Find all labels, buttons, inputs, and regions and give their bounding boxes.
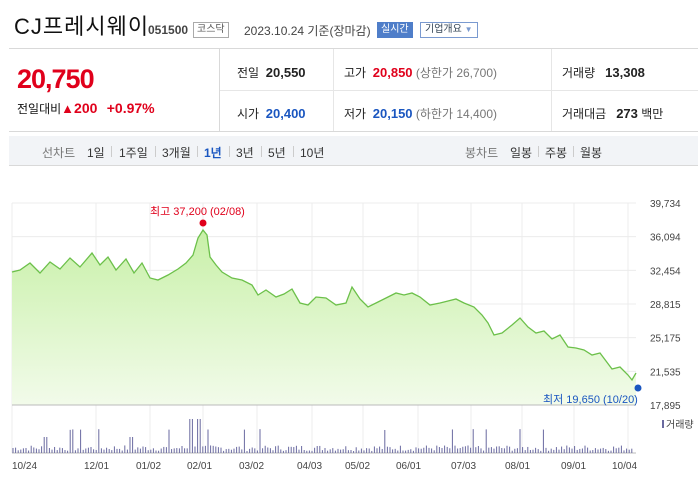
price-area	[12, 230, 636, 405]
change-label: 전일대비	[17, 102, 62, 116]
stock-header: CJ프레시웨이 051500 코스닥 2023.10.24 기준(장마감) 실시…	[0, 0, 698, 44]
y-tick-label: 25,175	[650, 334, 681, 345]
price-chart: 39,734 36,094 32,454 28,815 25,175 21,535 17,8…	[11, 199, 694, 472]
tab-3m[interactable]: 3개월	[162, 146, 191, 160]
tab-3y[interactable]: 3년	[236, 146, 254, 160]
y-tick-label: 17,895	[650, 401, 681, 412]
tab-1w[interactable]: 1주일	[119, 146, 148, 160]
quote-panel: 20,750 전일대비▲200 +0.97% 전일 20,550 고가 20,8…	[9, 48, 698, 132]
y-tick-label: 21,535	[650, 367, 681, 378]
x-tick-label: 08/01	[505, 461, 530, 472]
volume-legend-mark	[662, 420, 664, 428]
y-tick-label: 28,815	[650, 300, 681, 311]
max-marker	[199, 219, 207, 227]
tab-monthly[interactable]: 월봉	[580, 146, 603, 160]
current-price: 20,750	[17, 64, 95, 94]
chart-tabs: 선차트 1일 1주일 3개월 1년 3년 5년 10년 봉차트 일봉 주봉 월봉	[9, 136, 698, 166]
x-tick-label: 09/01	[561, 461, 586, 472]
candle-chart-label: 봉차트	[465, 146, 499, 160]
low-price: 저가 20,150 (하한가 14,400)	[344, 106, 498, 121]
quote-grid: 전일 20,550 고가 20,850 (상한가 26,700) 거래량 13,…	[220, 49, 698, 131]
high-price: 고가 20,850 (상한가 26,700)	[344, 65, 498, 80]
x-tick-label: 12/01	[84, 461, 109, 472]
stock-code: 051500	[148, 23, 189, 37]
volume-label: 거래량	[666, 419, 694, 431]
col-divider	[333, 49, 334, 131]
trade-amount: 거래대금 273 백만	[562, 106, 664, 121]
prev-close: 전일 20,550	[237, 65, 306, 80]
price-summary: 20,750 전일대비▲200 +0.97%	[9, 49, 220, 131]
tab-daily[interactable]: 일봉	[510, 146, 533, 160]
company-info-label: 기업개요	[425, 24, 462, 35]
change-value: 200	[74, 100, 98, 116]
x-tick-label: 06/01	[396, 461, 421, 472]
min-label: 최저 19,650 (10/20)	[543, 393, 638, 406]
x-tick-label: 05/02	[345, 461, 370, 472]
up-arrow-icon: ▲	[61, 101, 75, 116]
chevron-down-icon: ▼	[464, 25, 473, 34]
line-chart-label: 선차트	[42, 146, 76, 160]
tab-1y[interactable]: 1년	[204, 146, 222, 160]
min-marker	[634, 384, 642, 392]
x-tick-label: 07/03	[451, 461, 476, 472]
tab-10y[interactable]: 10년	[300, 146, 325, 160]
price-change: 전일대비▲200 +0.97%	[17, 100, 155, 117]
y-tick-label: 39,734	[650, 199, 681, 210]
stock-name: CJ프레시웨이	[14, 14, 150, 39]
x-tick-label: 04/03	[297, 461, 322, 472]
row-divider	[220, 90, 698, 91]
tab-1d[interactable]: 1일	[87, 146, 105, 160]
tab-5y[interactable]: 5년	[268, 146, 286, 160]
x-tick-label: 03/02	[239, 461, 264, 472]
quote-date: 2023.10.24 기준(장마감)	[244, 24, 371, 38]
x-tick-label: 10/04	[612, 461, 637, 472]
x-tick-label: 02/01	[187, 461, 212, 472]
tab-weekly[interactable]: 주봉	[545, 146, 568, 160]
change-percent: +0.97%	[106, 100, 155, 116]
company-info-dropdown[interactable]: 기업개요 ▼	[420, 22, 478, 38]
realtime-button[interactable]: 실시간	[377, 22, 413, 38]
x-tick-label: 01/02	[136, 461, 161, 472]
y-tick-label: 32,454	[650, 266, 681, 277]
y-tick-label: 36,094	[650, 233, 681, 244]
col-divider	[551, 49, 552, 131]
volume: 거래량 13,308	[562, 65, 645, 80]
x-tick-label: 10/24	[12, 461, 37, 472]
market-badge: 코스닥	[193, 22, 229, 38]
max-label: 최고 37,200 (02/08)	[150, 205, 245, 218]
open-price: 시가 20,400	[237, 106, 306, 121]
price-line	[11, 228, 637, 382]
